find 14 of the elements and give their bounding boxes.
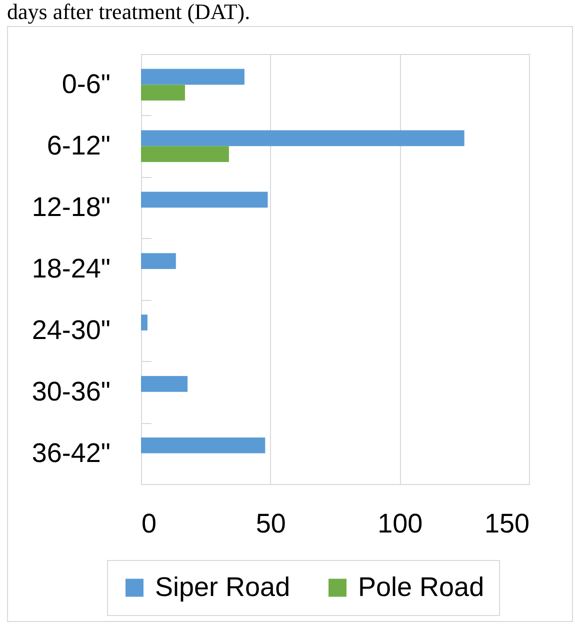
y-tick-label: 12-18" — [32, 192, 110, 222]
x-tick-label: 100 — [378, 508, 423, 538]
y-tick-label: 18-24" — [32, 254, 110, 284]
x-tick-label: 150 — [484, 508, 530, 538]
legend-label: Pole Road — [358, 572, 484, 602]
y-tick-label: 36-42" — [32, 438, 110, 468]
y-tick-label: 0-6" — [62, 69, 110, 100]
y-tick-label: 24-30" — [32, 314, 110, 345]
text: days after treatment (DAT). — [7, 0, 250, 24]
y-tick-label: 6-12" — [46, 130, 110, 161]
legend-label: Siper Road — [155, 572, 290, 602]
x-tick-label: 0 — [142, 508, 157, 538]
y-tick-label: 30-36" — [32, 376, 110, 406]
x-tick-label: 50 — [256, 508, 286, 538]
